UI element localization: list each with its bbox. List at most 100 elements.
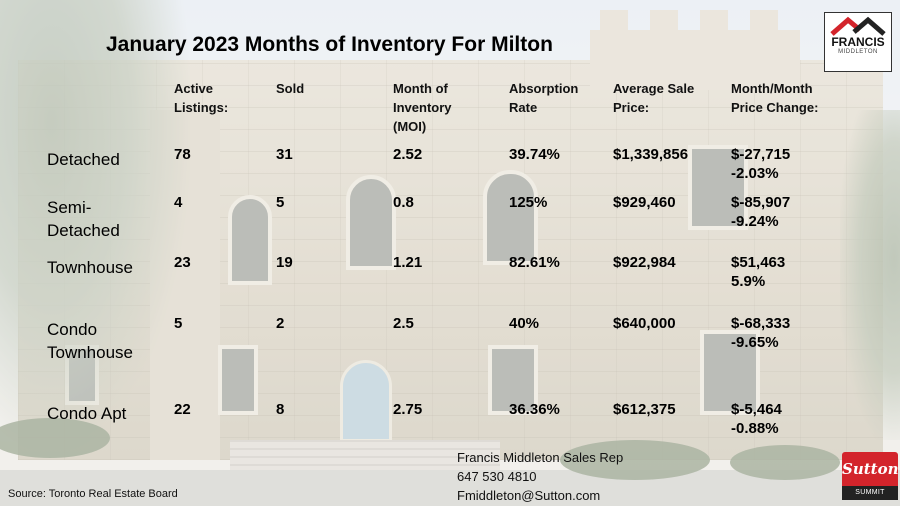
cell-absorption: 125% (509, 194, 548, 211)
row-label-line: Condo Apt (47, 404, 127, 423)
header-line: Listings: (174, 100, 229, 115)
logo-subtitle: MIDDLETON (838, 49, 878, 55)
cell-active: 23 (174, 254, 191, 271)
price-change-percent: -0.88% (731, 420, 779, 437)
price-change-percent: -2.03% (731, 165, 779, 182)
cell-sold: 5 (276, 194, 285, 211)
header-absorption-rate: Absorption Rate (509, 79, 578, 117)
row-label-condo-townhouse: Condo Townhouse (47, 318, 133, 364)
cell-sold: 2 (276, 315, 285, 332)
cell-avg-price: $929,460 (613, 194, 676, 211)
row-label-line: Townhouse (47, 343, 134, 362)
cell-price-change: $51,463 5.9% (731, 253, 785, 291)
shrub (730, 445, 840, 480)
header-average-sale-price: Average Sale Price: (613, 79, 694, 117)
cell-avg-price: $1,339,856 (613, 146, 689, 163)
tree-left (0, 0, 190, 450)
contact-phone: 647 530 4810 (457, 469, 537, 484)
row-label-line: Semi- (47, 198, 92, 217)
battlement (700, 10, 728, 40)
cell-active: 5 (174, 315, 183, 332)
shrub (560, 440, 710, 480)
cell-sold: 19 (276, 254, 293, 271)
cell-active: 4 (174, 194, 183, 211)
window (688, 145, 748, 230)
building-tower-right (590, 30, 800, 90)
cell-moi: 1.21 (393, 254, 423, 271)
cell-price-change: $-68,333 -9.65% (731, 314, 790, 352)
header-line: Rate (509, 100, 538, 115)
entrance-door (340, 360, 392, 442)
arched-window (483, 170, 538, 265)
window (488, 345, 538, 415)
header-line: Month/Month (731, 81, 813, 96)
window (218, 345, 258, 415)
cell-sold: 31 (276, 146, 293, 163)
row-label-line: Detached (47, 150, 120, 169)
header-line: Absorption (509, 81, 579, 96)
row-label-line: Detached (47, 221, 120, 240)
cell-absorption: 82.61% (509, 254, 560, 271)
arched-window (228, 195, 272, 285)
cell-avg-price: $612,375 (613, 401, 676, 418)
header-moi: Month of Inventory (MOI) (393, 79, 452, 136)
price-change-amount: $51,463 (731, 254, 786, 271)
contact-name: Francis Middleton Sales Rep (457, 450, 624, 465)
cell-price-change: $-27,715 -2.03% (731, 145, 790, 183)
sutton-wordmark: Sutton (842, 452, 899, 486)
price-change-percent: 5.9% (731, 273, 766, 290)
header-line: Sold (276, 81, 305, 96)
header-line: (MOI) (393, 119, 427, 134)
cell-avg-price: $922,984 (613, 254, 676, 271)
price-change-amount: $-68,333 (731, 315, 791, 332)
shrub (0, 418, 110, 458)
row-label-semi-detached: Semi- Detached (47, 196, 120, 242)
header-price-change: Month/Month Price Change: (731, 79, 818, 117)
price-change-percent: -9.65% (731, 334, 779, 351)
cell-absorption: 40% (509, 315, 540, 332)
cell-moi: 2.52 (393, 146, 423, 163)
cell-absorption: 39.74% (509, 146, 560, 163)
price-change-amount: $-27,715 (731, 146, 791, 163)
row-label-detached: Detached (47, 148, 120, 171)
row-label-line: Condo (47, 320, 98, 339)
window (700, 330, 760, 415)
row-label-townhouse: Townhouse (47, 256, 133, 279)
cell-moi: 2.75 (393, 401, 423, 418)
francis-middleton-logo: FRANCIS MIDDLETON (824, 12, 892, 72)
cell-price-change: $-5,464 -0.88% (731, 400, 782, 438)
header-line: Month of (393, 81, 448, 96)
tree-right (840, 110, 900, 440)
price-change-amount: $-5,464 (731, 401, 782, 418)
header-line: Average Sale (613, 81, 695, 96)
battlement (600, 10, 628, 40)
header-active-listings: Active Listings: (174, 79, 228, 117)
sutton-subtitle: SUMMIT (842, 486, 898, 500)
header-line: Active (174, 81, 214, 96)
price-change-percent: -9.24% (731, 213, 779, 230)
battlement (650, 10, 678, 40)
page-title: January 2023 Months of Inventory For Mil… (106, 33, 553, 56)
header-line: Inventory (393, 100, 452, 115)
header-line: Price: (613, 100, 650, 115)
header-sold: Sold (276, 79, 304, 98)
battlement (750, 10, 778, 40)
header-line: Price Change: (731, 100, 819, 115)
logo-name: FRANCIS (831, 35, 885, 49)
price-change-amount: $-85,907 (731, 194, 791, 211)
cell-price-change: $-85,907 -9.24% (731, 193, 790, 231)
cell-active: 22 (174, 401, 191, 418)
row-label-line: Townhouse (47, 258, 134, 277)
house-roof-icon (830, 16, 886, 36)
cell-absorption: 36.36% (509, 401, 560, 418)
cell-avg-price: $640,000 (613, 315, 676, 332)
cell-moi: 2.5 (393, 315, 414, 332)
row-label-condo-apt: Condo Apt (47, 402, 126, 425)
contact-email: Fmiddleton@Sutton.com (457, 488, 601, 503)
cell-active: 78 (174, 146, 191, 163)
cell-moi: 0.8 (393, 194, 414, 211)
source-note: Source: Toronto Real Estate Board (8, 488, 178, 500)
arched-window (346, 175, 396, 270)
